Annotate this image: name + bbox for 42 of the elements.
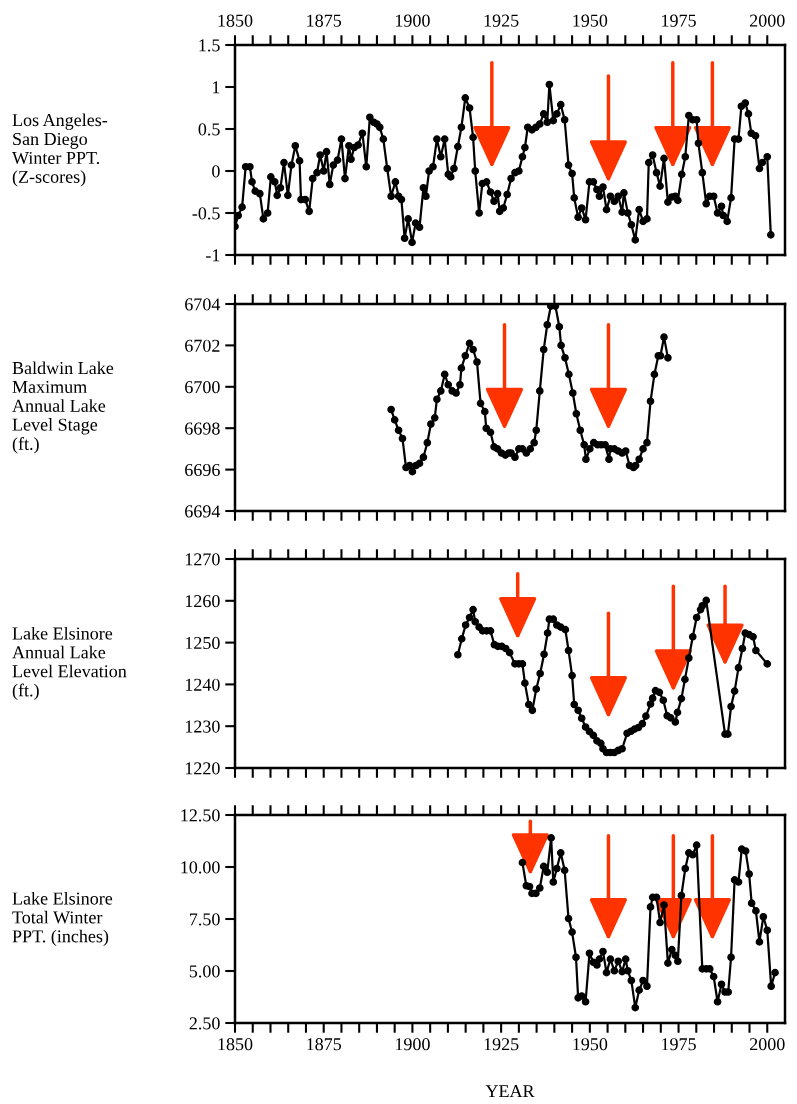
y-tick-label: 6696 — [185, 463, 220, 477]
y-axis-title: Lake Elsinore Total Winter PPT. (inches) — [12, 891, 113, 947]
x2-tick-label: 1850 — [218, 14, 253, 27]
y-axis-title: Lake Elsinore Annual Lake Level Elevation (ft.) — [12, 626, 127, 701]
y-tick-label: 2.50 — [189, 1017, 220, 1030]
x-tick-label: 1850 — [218, 1038, 253, 1051]
x-axis-title: YEAR — [485, 1085, 535, 1098]
x2-tick-label: 1975 — [662, 14, 696, 27]
y-tick-label: 1270 — [185, 553, 220, 566]
x-tick-label: 1975 — [662, 1038, 696, 1051]
y-tick-label: 0 — [212, 165, 220, 178]
y-tick-label: 1 — [212, 81, 220, 94]
y-tick-label: 1230 — [185, 720, 220, 733]
y-axis-title: Los Angeles- San Diego Winter PPT. (Z-scores) — [12, 113, 108, 187]
y-axis-title: Baldwin Lake Maximum Annual Lake Level Stage (ft.) — [12, 361, 114, 454]
x2-tick-label: 1950 — [573, 14, 608, 27]
y-tick-label: 7.50 — [190, 913, 220, 926]
y-tick-label: 6694 — [185, 505, 221, 518]
y-tick-label: 12.50 — [181, 809, 220, 822]
x2-tick-label: 1875 — [307, 14, 342, 27]
y-tick-label: 6700 — [185, 381, 220, 394]
y-tick-label: 10.00 — [181, 861, 220, 874]
y-tick-label: 6704 — [185, 298, 221, 311]
x-tick-label: 1925 — [484, 1038, 519, 1051]
y-tick-label: 5.00 — [189, 965, 220, 978]
y-tick-label: -0.5 — [192, 207, 220, 220]
y-tick-label: 6698 — [185, 422, 220, 435]
x-tick-label: 1900 — [395, 1038, 430, 1051]
y-tick-label: -1 — [206, 249, 220, 262]
x-tick-label: 1950 — [573, 1038, 608, 1051]
y-tick-label: 1260 — [185, 595, 220, 608]
y-tick-label: 6702 — [185, 339, 220, 352]
y-tick-label: 1.5 — [199, 39, 220, 52]
x2-tick-label: 1900 — [395, 14, 430, 27]
y-tick-label: 1250 — [185, 636, 220, 650]
x-tick-label: 2000 — [750, 1038, 785, 1051]
x-tick-label: 1875 — [307, 1038, 342, 1051]
x2-tick-label: 2000 — [750, 14, 785, 27]
y-tick-label: 1220 — [185, 762, 220, 775]
y-tick-label: 1240 — [185, 678, 220, 691]
y-tick-label: 0.5 — [198, 123, 220, 136]
x2-tick-label: 1925 — [484, 14, 519, 27]
